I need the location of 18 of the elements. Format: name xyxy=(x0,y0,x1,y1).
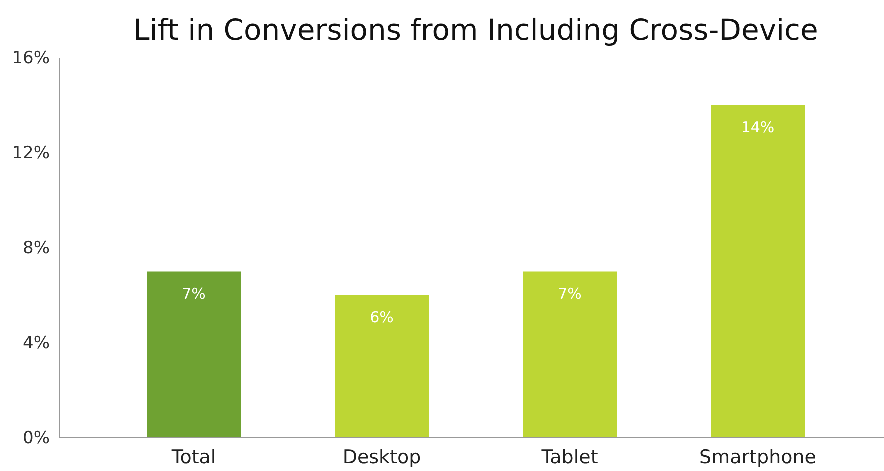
data-label: 7% xyxy=(182,284,206,303)
x-tick-label: Total xyxy=(170,446,216,468)
x-tick-label: Desktop xyxy=(342,446,422,468)
bar xyxy=(147,272,241,438)
y-tick-label: 16% xyxy=(12,48,50,68)
bar xyxy=(335,296,429,438)
data-label: 7% xyxy=(558,284,582,303)
data-label: 14% xyxy=(741,118,775,136)
y-tick-label: 4% xyxy=(23,333,50,354)
y-tick-label: 12% xyxy=(12,143,50,164)
y-tick-label: 8% xyxy=(23,238,50,258)
x-tick-label: Smartphone xyxy=(700,446,816,468)
bar xyxy=(711,106,805,438)
chart-title: Lift in Conversions from Including Cross-Device xyxy=(134,13,818,47)
data-label: 6% xyxy=(370,308,394,326)
y-tick-label: 0% xyxy=(23,428,50,448)
bar xyxy=(523,272,617,438)
x-tick-label: Tablet xyxy=(540,446,598,468)
